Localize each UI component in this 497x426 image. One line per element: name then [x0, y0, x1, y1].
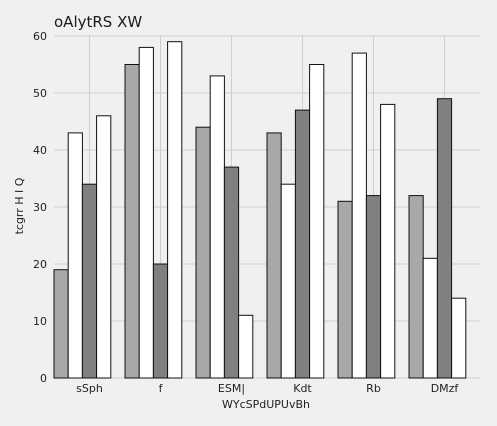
bar: [152, 263, 169, 379]
bar: [451, 297, 467, 379]
y-tick-label: 30: [33, 201, 47, 214]
chart-title: oAlytRS XW: [54, 13, 142, 31]
bar: [124, 64, 140, 379]
x-tick-label: Rb: [366, 382, 381, 395]
bar: [53, 269, 69, 379]
bar: [337, 200, 353, 379]
y-axis-label: tcgrr H I Q: [13, 177, 26, 234]
bar: [223, 166, 240, 379]
y-tick-label: 50: [33, 87, 47, 100]
bar: [266, 132, 282, 379]
bars: [53, 41, 467, 379]
bar: [67, 132, 83, 379]
y-tick-label: 60: [33, 30, 47, 43]
y-axis-ticks: 0 10 20 30 40 50 60: [33, 30, 47, 385]
bar: [96, 115, 112, 379]
bar: [351, 52, 367, 379]
bar: [81, 183, 98, 379]
bar: [167, 41, 183, 379]
bar: [238, 314, 254, 379]
y-tick-label: 10: [33, 315, 47, 328]
x-tick-label: sSph: [76, 382, 103, 395]
bar: [422, 257, 438, 379]
y-tick-label: 20: [33, 258, 47, 271]
bar: [280, 183, 296, 379]
x-tick-label: DMzf: [431, 382, 460, 395]
x-tick-label: Kdt: [293, 382, 312, 395]
x-tick-label: f: [159, 382, 164, 395]
bar: [436, 98, 453, 379]
bar: [294, 109, 311, 379]
bar: [209, 75, 225, 379]
bar: [380, 103, 396, 379]
bar: [195, 126, 211, 379]
bar: [309, 64, 325, 379]
y-tick-label: 0: [40, 372, 47, 385]
x-axis-ticks: sSph f ESM| Kdt Rb DMzf: [76, 382, 459, 395]
y-tick-label: 40: [33, 144, 47, 157]
bar: [408, 195, 424, 379]
bar: [365, 195, 382, 379]
bar: [138, 46, 154, 379]
x-axis-label: WYcSPdUPUvBh: [222, 398, 310, 411]
x-tick-label: ESM|: [218, 382, 245, 395]
